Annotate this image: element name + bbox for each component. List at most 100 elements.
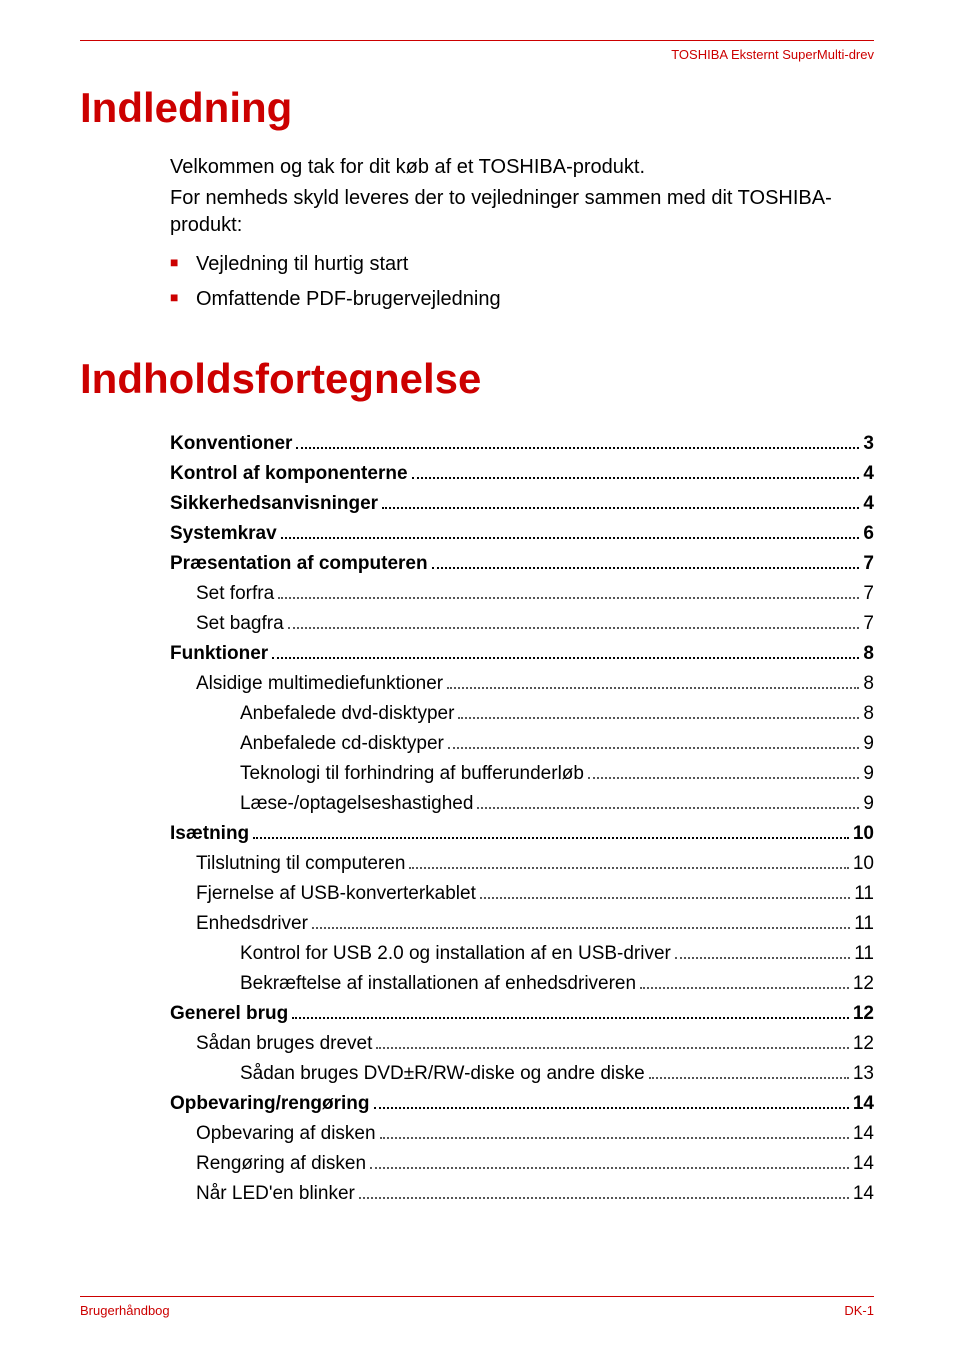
intro-bullet-list: Vejledning til hurtig start Omfattende P… [170, 251, 874, 313]
toc-label: Teknologi til forhindring af bufferunder… [240, 763, 584, 785]
toc-leader-dots [649, 1077, 849, 1079]
toc-page-number: 10 [853, 823, 874, 845]
toc-entry[interactable]: Generel brug 12 [170, 1003, 874, 1025]
toc-entry[interactable]: Rengøring af disken14 [170, 1153, 874, 1175]
toc-leader-dots [370, 1167, 849, 1169]
toc-leader-dots [376, 1047, 848, 1049]
toc-page-number: 7 [863, 613, 874, 635]
toc-entry[interactable]: Bekræftelse af installationen af enhedsd… [170, 973, 874, 995]
toc-entry[interactable]: Når LED'en blinker 14 [170, 1183, 874, 1205]
toc-entry[interactable]: Sådan bruges DVD±R/RW-diske og andre dis… [170, 1063, 874, 1085]
toc-label: Enhedsdriver [196, 913, 308, 935]
toc-entry[interactable]: Opbevaring/rengøring 14 [170, 1093, 874, 1115]
toc-page-number: 12 [853, 973, 874, 995]
toc-page-number: 4 [863, 463, 874, 485]
toc-leader-dots [458, 717, 859, 719]
toc-label: Sådan bruges drevet [196, 1033, 372, 1055]
toc-page-number: 10 [853, 853, 874, 875]
toc-entry[interactable]: Kontrol af komponenterne 4 [170, 463, 874, 485]
toc-page-number: 7 [863, 553, 874, 575]
toc-entry[interactable]: Alsidige multimediefunktioner 8 [170, 673, 874, 695]
toc-entry[interactable]: Sikkerhedsanvisninger4 [170, 493, 874, 515]
toc-page-number: 13 [853, 1063, 874, 1085]
toc-leader-dots [409, 867, 848, 869]
toc-leader-dots [272, 657, 859, 659]
toc-label: Opbevaring af disken [196, 1123, 376, 1145]
toc-page-number: 3 [863, 433, 874, 455]
toc-entry[interactable]: Set forfra7 [170, 583, 874, 605]
toc-page-number: 14 [853, 1123, 874, 1145]
toc-label: Konventioner [170, 433, 292, 455]
toc-label: Systemkrav [170, 523, 277, 545]
toc-page-number: 14 [853, 1093, 874, 1115]
intro-bullet: Vejledning til hurtig start [170, 251, 874, 278]
toc-label: Opbevaring/rengøring [170, 1093, 370, 1115]
toc-leader-dots [588, 777, 859, 779]
toc-entry[interactable]: Set bagfra 7 [170, 613, 874, 635]
toc-label: Sikkerhedsanvisninger [170, 493, 378, 515]
toc-label: Anbefalede dvd-disktyper [240, 703, 454, 725]
toc-leader-dots [288, 627, 860, 629]
toc-label: Generel brug [170, 1003, 288, 1025]
toc-entry[interactable]: Anbefalede cd-disktyper9 [170, 733, 874, 755]
toc-entry[interactable]: Kontrol for USB 2.0 og installation af e… [170, 943, 874, 965]
toc-leader-dots [477, 807, 859, 809]
toc-entry[interactable]: Fjernelse af USB-konverterkablet11 [170, 883, 874, 905]
toc-entry[interactable]: Teknologi til forhindring af bufferunder… [170, 763, 874, 785]
toc-leader-dots [253, 837, 849, 839]
toc-label: Funktioner [170, 643, 268, 665]
footer: Brugerhåndbog DK-1 [80, 1296, 874, 1318]
toc-leader-dots [480, 897, 850, 899]
toc-page-number: 8 [863, 643, 874, 665]
toc-leader-dots [292, 1017, 849, 1019]
toc-page-number: 11 [854, 883, 874, 905]
header-rule [80, 40, 874, 41]
toc-page-number: 9 [863, 793, 874, 815]
toc-entry[interactable]: Præsentation af computeren 7 [170, 553, 874, 575]
toc-entry[interactable]: Isætning 10 [170, 823, 874, 845]
footer-rule [80, 1296, 874, 1297]
toc-leader-dots [380, 1137, 849, 1139]
toc-page-number: 14 [853, 1183, 874, 1205]
toc-label: Når LED'en blinker [196, 1183, 355, 1205]
intro-body: Velkommen og tak for dit køb af et TOSHI… [170, 154, 874, 313]
toc-label: Kontrol for USB 2.0 og installation af e… [240, 943, 671, 965]
toc-label: Isætning [170, 823, 249, 845]
toc-leader-dots [312, 927, 850, 929]
toc-leader-dots [281, 537, 860, 539]
toc-label: Anbefalede cd-disktyper [240, 733, 444, 755]
toc-leader-dots [382, 507, 859, 509]
toc-page-number: 11 [854, 943, 874, 965]
toc-entry[interactable]: Konventioner 3 [170, 433, 874, 455]
toc-leader-dots [675, 957, 850, 959]
intro-convenience: For nemheds skyld leveres der to vejledn… [170, 185, 874, 239]
toc-label: Præsentation af computeren [170, 553, 428, 575]
toc-page-number: 7 [863, 583, 874, 605]
toc-leader-dots [640, 987, 849, 989]
toc-page-number: 8 [863, 673, 874, 695]
toc-label: Kontrol af komponenterne [170, 463, 408, 485]
toc-entry[interactable]: Funktioner 8 [170, 643, 874, 665]
toc-entry[interactable]: Opbevaring af disken 14 [170, 1123, 874, 1145]
toc-entry[interactable]: Sådan bruges drevet 12 [170, 1033, 874, 1055]
toc-entry[interactable]: Læse-/optagelseshastighed 9 [170, 793, 874, 815]
toc-leader-dots [412, 477, 860, 479]
toc-page-number: 9 [863, 763, 874, 785]
toc-entry[interactable]: Systemkrav6 [170, 523, 874, 545]
toc-leader-dots [448, 747, 860, 749]
toc-label: Set bagfra [196, 613, 284, 635]
header-product: TOSHIBA Eksternt SuperMulti-drev [80, 47, 874, 62]
toc-label: Tilslutning til computeren [196, 853, 405, 875]
toc-entry[interactable]: Tilslutning til computeren 10 [170, 853, 874, 875]
toc-heading: Indholdsfortegnelse [80, 355, 874, 403]
toc-entry[interactable]: Enhedsdriver11 [170, 913, 874, 935]
toc-page-number: 12 [853, 1033, 874, 1055]
footer-left: Brugerhåndbog [80, 1303, 170, 1318]
toc-label: Læse-/optagelseshastighed [240, 793, 473, 815]
intro-welcome: Velkommen og tak for dit køb af et TOSHI… [170, 154, 874, 181]
toc-leader-dots [359, 1197, 849, 1199]
toc-leader-dots [447, 687, 859, 689]
toc-entry[interactable]: Anbefalede dvd-disktyper8 [170, 703, 874, 725]
toc-label: Alsidige multimediefunktioner [196, 673, 443, 695]
toc-page-number: 12 [853, 1003, 874, 1025]
